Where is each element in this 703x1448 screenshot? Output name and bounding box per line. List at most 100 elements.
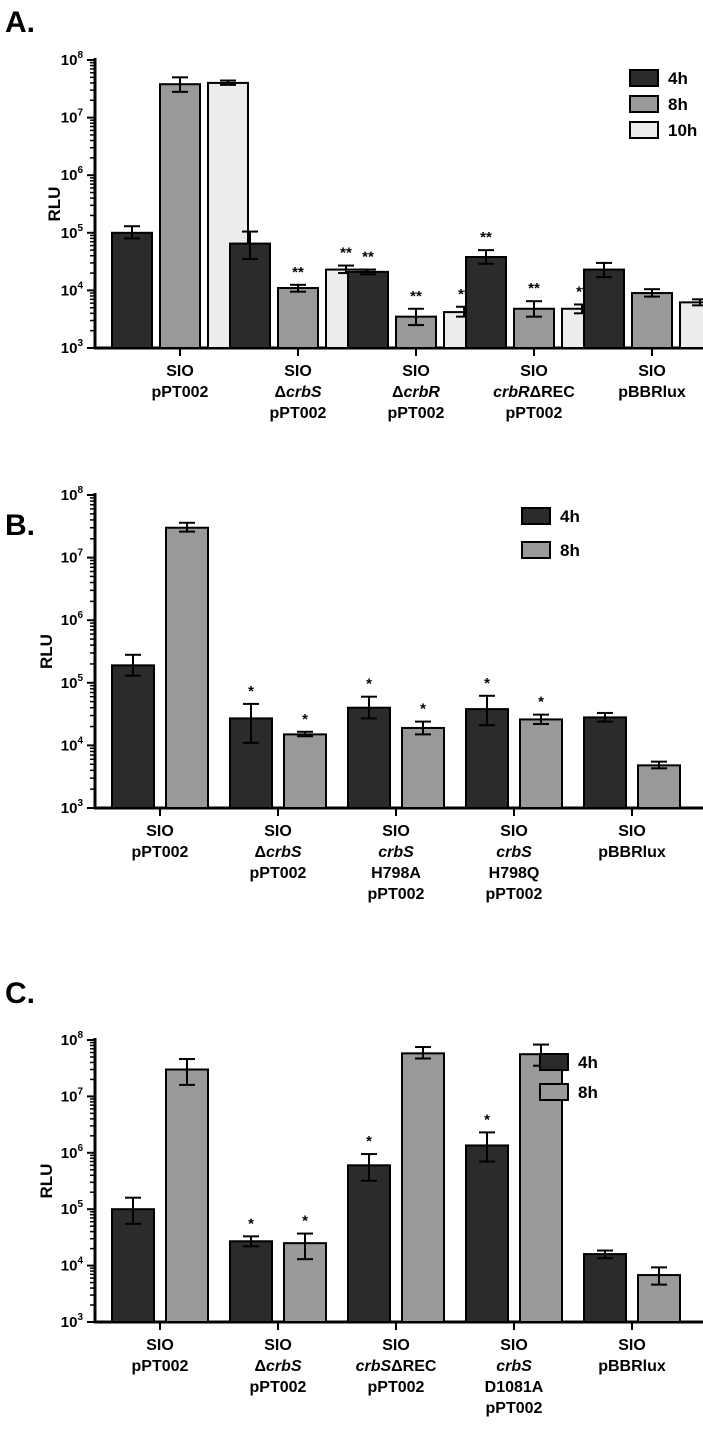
panel-label: B.	[5, 509, 35, 542]
x-tick-label: crbS	[496, 1358, 532, 1375]
x-tick-label: SIO	[264, 823, 292, 840]
panel-label: A.	[5, 6, 35, 39]
x-tick-label: SIO	[520, 363, 548, 380]
x-tick-label: H798Q	[489, 865, 540, 882]
bar	[165, 1068, 209, 1323]
y-tick-label: 107	[61, 548, 84, 567]
bar	[519, 718, 563, 809]
y-tick-label: 103	[61, 1312, 84, 1331]
x-tick-label: pPT002	[152, 384, 209, 401]
bar	[401, 726, 445, 809]
y-tick-label: 103	[61, 338, 84, 357]
y-tick-label: 104	[61, 280, 84, 299]
x-tick-label: pPT002	[506, 405, 563, 422]
x-tick-label: pBBRlux	[598, 844, 666, 861]
legend-label: 8h	[578, 1083, 598, 1102]
significance-mark: **	[292, 264, 304, 281]
significance-mark: *	[302, 711, 308, 728]
bar	[347, 270, 389, 350]
y-axis-label: RLU	[37, 1164, 56, 1199]
y-tick-label: 106	[61, 610, 84, 629]
x-tick-label: pPT002	[132, 844, 189, 861]
significance-mark: *	[366, 1133, 372, 1150]
significance-mark: *	[366, 676, 372, 693]
x-tick-label: pBBRlux	[618, 384, 686, 401]
y-axis-label: RLU	[37, 634, 56, 669]
significance-mark: *	[484, 1111, 490, 1128]
significance-mark: *	[302, 1213, 308, 1230]
legend-swatch	[539, 1083, 569, 1101]
x-tick-label: SIO	[500, 1337, 528, 1354]
x-tick-label: SIO	[146, 1337, 174, 1354]
y-tick-label: 108	[61, 485, 84, 504]
chart-panel-2: C. RLU 103 104 105 106 107 108 SIO pPT002 SIO ΔcrbS…	[5, 977, 703, 1417]
bar	[111, 664, 155, 810]
panel-label: C.	[5, 977, 35, 1010]
bar	[283, 733, 327, 810]
significance-mark: **	[458, 286, 470, 303]
bar	[111, 1208, 155, 1323]
significance-mark: **	[362, 249, 374, 266]
x-tick-label: SIO	[618, 823, 646, 840]
bar	[165, 526, 209, 810]
significance-mark: **	[340, 245, 352, 262]
bar	[277, 287, 319, 349]
x-tick-label: SIO	[638, 363, 666, 380]
significance-mark: **	[480, 229, 492, 246]
significance-mark: **	[576, 283, 588, 300]
bar	[347, 706, 391, 810]
legend-swatch	[521, 541, 551, 559]
x-tick-label: crbRΔREC	[493, 384, 575, 401]
x-tick-label: SIO	[146, 823, 174, 840]
x-tick-label: SIO	[618, 1337, 646, 1354]
y-tick-label: 104	[61, 735, 84, 754]
y-tick-label: 108	[61, 50, 84, 69]
x-tick-label: ΔcrbR	[392, 384, 440, 401]
x-tick-label: pPT002	[486, 886, 543, 903]
x-tick-label: SIO	[284, 363, 312, 380]
bar	[347, 1164, 391, 1323]
bar	[401, 1052, 445, 1323]
bar	[583, 1253, 627, 1324]
x-tick-label: pBBRlux	[598, 1358, 666, 1375]
bar	[111, 231, 153, 349]
y-tick-label: 105	[61, 1199, 84, 1218]
x-tick-label: crbSΔREC	[356, 1358, 437, 1375]
y-tick-label: 103	[61, 798, 84, 817]
x-tick-label: SIO	[382, 1337, 410, 1354]
legend-label: 4h	[560, 507, 580, 526]
bar	[679, 301, 703, 350]
y-tick-label: 107	[61, 108, 84, 127]
significance-mark: *	[538, 694, 544, 711]
y-tick-label: 105	[61, 673, 84, 692]
bar	[465, 256, 507, 349]
chart-panel-1: B. RLU 103 104 105 106 107 108 SIO pPT002 SIO ΔcrbS…	[5, 485, 703, 903]
significance-mark: *	[248, 1215, 254, 1232]
x-tick-label: pPT002	[486, 1400, 543, 1417]
x-tick-label: pPT002	[270, 405, 327, 422]
legend-label: 4h	[668, 69, 688, 88]
y-tick-label: 104	[61, 1256, 84, 1275]
y-tick-label: 108	[61, 1030, 84, 1049]
x-tick-label: crbS	[496, 844, 532, 861]
x-tick-label: ΔcrbS	[274, 384, 321, 401]
bar	[637, 764, 681, 810]
significance-mark: **	[410, 288, 422, 305]
x-tick-label: pPT002	[250, 1379, 307, 1396]
significance-mark: *	[248, 683, 254, 700]
bar	[229, 242, 271, 349]
legend-label: 8h	[668, 95, 688, 114]
legend-swatch	[539, 1053, 569, 1071]
bar	[583, 268, 625, 350]
chart-panel-0: A. RLU 103 104 105 106 107 108 SIO pPT002 SIO ΔcrbS…	[5, 6, 703, 422]
bar	[159, 83, 201, 349]
x-tick-label: SIO	[382, 823, 410, 840]
legend-swatch	[629, 95, 659, 113]
x-tick-label: pPT002	[132, 1358, 189, 1375]
y-tick-label: 106	[61, 165, 84, 184]
legend-label: 4h	[578, 1053, 598, 1072]
bar	[465, 1144, 509, 1324]
x-tick-label: pPT002	[368, 886, 425, 903]
x-tick-label: SIO	[166, 363, 194, 380]
